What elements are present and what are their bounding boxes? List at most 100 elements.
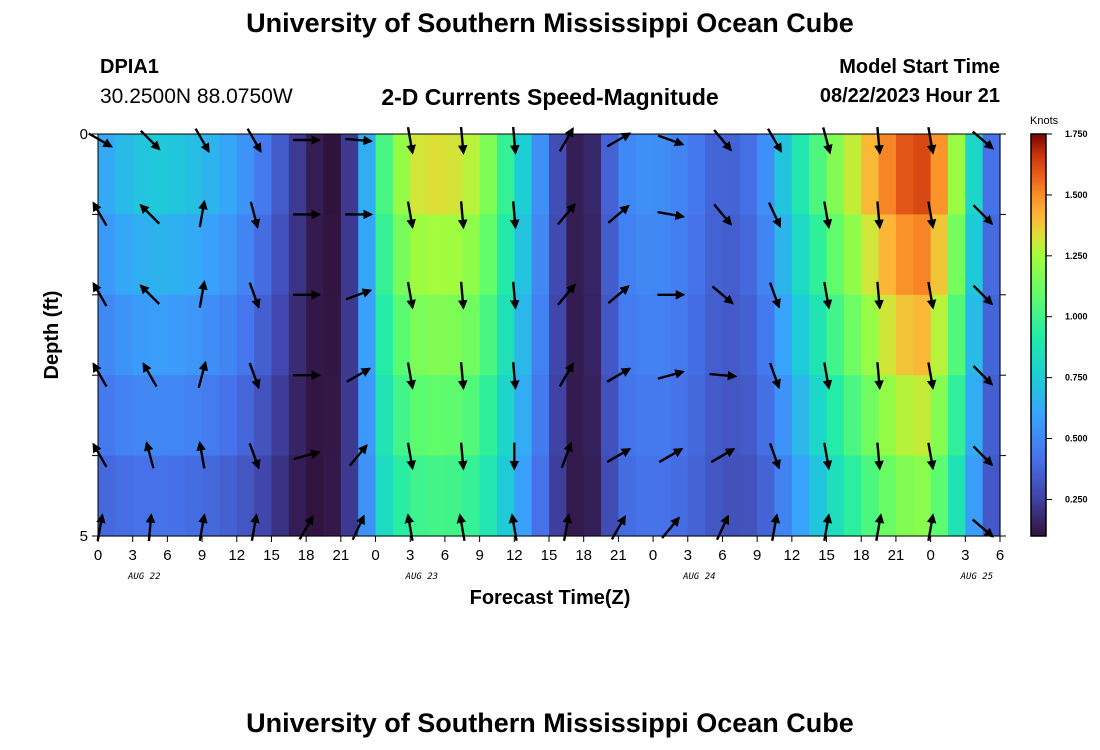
heatmap-cell	[271, 294, 290, 376]
heatmap-cell	[98, 375, 116, 457]
heatmap-cell	[687, 455, 706, 537]
model-start-value: 08/22/2023 Hour 21	[819, 85, 1000, 107]
heatmap-cell	[965, 134, 984, 215]
heatmap-cell	[323, 134, 342, 215]
heatmap-cell	[705, 375, 724, 457]
x-tick-label: 6	[163, 547, 171, 564]
current-arrow	[198, 513, 208, 542]
heatmap-cell	[826, 375, 845, 457]
heatmap-cell	[392, 134, 411, 215]
x-tick-label: 9	[753, 547, 761, 564]
colorbar-gradient	[1030, 133, 1047, 537]
heatmap-cell	[826, 214, 845, 296]
heatmap-cell	[410, 455, 429, 537]
x-axis: 0 3 6 9 12 15 18 21 0 3 6 9 12 15 18 21 0 3 6 9 12 15 18 21 0 3 6A…	[94, 536, 1004, 582]
heatmap-cell	[895, 294, 914, 376]
heatmap-cell	[739, 455, 758, 537]
heatmap-cell	[254, 455, 273, 537]
date-label: AUG 25	[960, 572, 994, 582]
heatmap-cell	[566, 134, 585, 215]
heatmap-cell	[947, 375, 966, 457]
current-arrow	[457, 126, 468, 155]
date-label: AUG 23	[405, 572, 439, 582]
heatmap-cell	[549, 455, 567, 537]
heatmap-cell	[913, 294, 932, 376]
heatmap-cell	[757, 214, 776, 296]
heatmap-cell	[340, 294, 359, 376]
heatmap-cell	[705, 214, 724, 296]
heatmap-cell	[965, 214, 984, 296]
current-arrow	[874, 201, 884, 230]
heatmap-cell	[184, 134, 203, 215]
heatmap-cell	[601, 134, 619, 215]
x-tick-label: 9	[198, 547, 206, 564]
heatmap-cell	[392, 455, 411, 537]
heatmap-cell	[98, 294, 116, 376]
heatmap-cell	[965, 294, 984, 376]
footer-title: University of Southern Mississippi Ocean…	[246, 708, 854, 738]
heatmap-cell	[635, 375, 654, 457]
heatmap-cell	[739, 375, 758, 457]
heatmap-cell	[132, 455, 151, 537]
heatmap-cell	[288, 134, 307, 215]
heatmap-cell	[271, 375, 290, 457]
heatmap-cell	[878, 375, 897, 457]
heatmap-cell	[566, 455, 585, 537]
heatmap-cell	[271, 214, 290, 296]
current-arrow	[92, 362, 108, 388]
heatmap-cell	[410, 214, 429, 296]
current-arrow	[713, 203, 733, 226]
current-arrow	[139, 284, 161, 305]
colorbar-tick-label: 1.250	[1065, 251, 1088, 261]
heatmap-cell	[288, 455, 307, 537]
heatmap-cell	[514, 375, 533, 457]
current-arrow	[509, 126, 520, 155]
current-arrow	[457, 281, 468, 310]
current-arrow	[606, 367, 632, 383]
heatmap-cell	[219, 134, 238, 215]
heatmap-cell	[288, 214, 307, 296]
heatmap-cell	[653, 134, 672, 215]
heatmap-cell	[306, 134, 325, 215]
current-arrow	[562, 513, 572, 542]
heatmap-cell	[98, 214, 116, 296]
heatmap-cell	[739, 294, 758, 376]
current-arrow	[142, 362, 158, 388]
x-tick-label: 3	[406, 547, 414, 564]
heatmap-cell	[479, 455, 498, 537]
current-arrow	[406, 442, 416, 471]
heatmap-cell	[531, 375, 550, 457]
heatmap-cell	[496, 294, 515, 376]
heatmap-cell	[947, 455, 966, 537]
current-arrow	[198, 199, 208, 228]
heatmap-cell	[427, 134, 446, 215]
heatmap-cell	[774, 455, 793, 537]
heatmap-cell	[514, 214, 533, 296]
heatmap-cell	[895, 134, 914, 215]
current-arrow	[926, 442, 937, 471]
current-arrow	[972, 365, 994, 386]
current-arrow	[558, 127, 574, 152]
current-arrow	[822, 281, 833, 310]
heatmap-cell	[375, 134, 394, 215]
heatmap-cell	[444, 455, 463, 537]
heatmap-cell	[462, 455, 481, 537]
heatmap-cell	[878, 134, 897, 215]
heatmap-cell	[323, 214, 342, 296]
heatmap-cell	[774, 214, 793, 296]
heatmap-cell	[167, 375, 186, 457]
heatmap-cell	[514, 455, 533, 537]
current-arrow	[198, 280, 208, 308]
current-arrow	[509, 281, 520, 310]
heatmap-cell	[583, 455, 602, 537]
heatmap-cell	[462, 134, 481, 215]
y-axis: 05	[80, 126, 1006, 545]
heatmap-cell	[132, 134, 151, 215]
current-arrow	[926, 126, 937, 155]
heatmap-cell	[184, 375, 203, 457]
heatmap-cell	[635, 455, 654, 537]
current-arrow	[926, 362, 937, 390]
current-arrow	[874, 281, 884, 310]
current-arrow	[657, 134, 685, 147]
heatmap-cell	[843, 214, 862, 296]
